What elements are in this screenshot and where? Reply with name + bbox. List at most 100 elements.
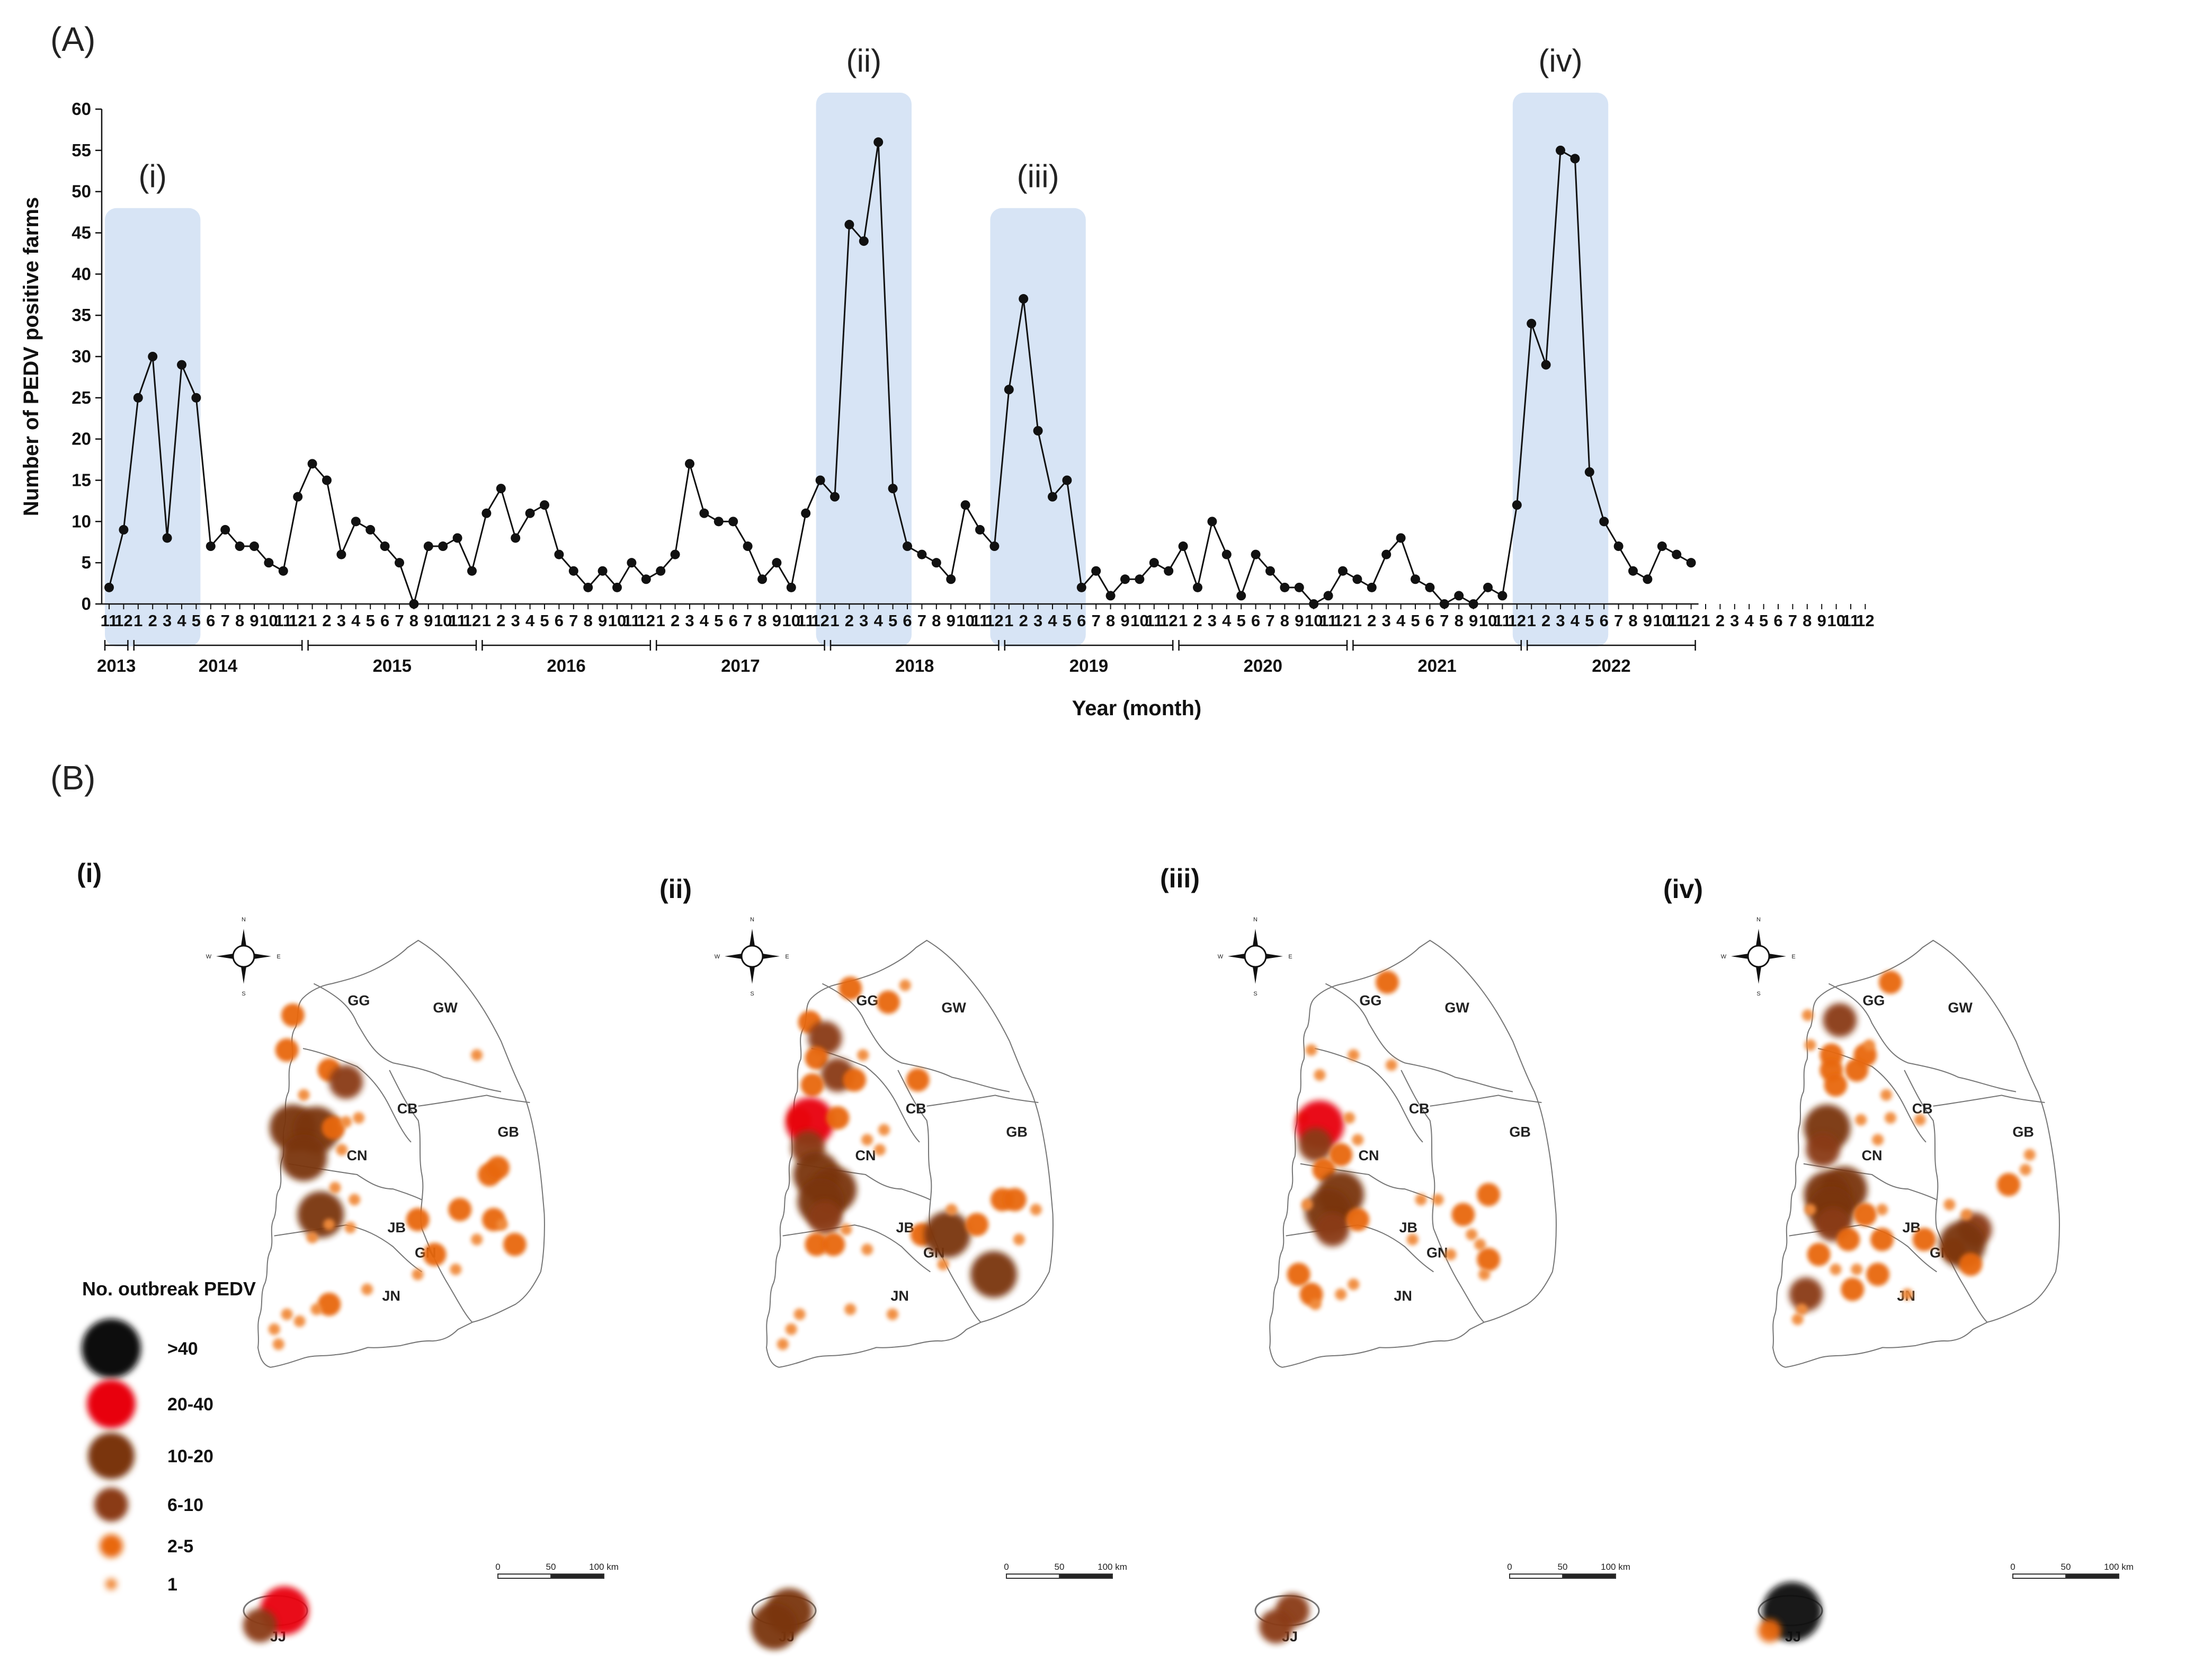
region-label: GW [1444,1000,1469,1016]
outbreak-dot [317,1292,341,1316]
data-point [1512,500,1522,510]
data-point [1135,574,1145,584]
data-point [452,533,462,543]
month-tick-label: 12 [1856,611,1874,630]
outbreak-dot [297,1191,344,1238]
outbreak-dot [275,1038,299,1062]
month-tick-label: 9 [1643,611,1652,630]
y-tick-label: 50 [72,182,91,201]
outbreak-dot [353,1112,365,1124]
data-point [1483,582,1493,592]
outbreak-dot [1912,1228,1936,1251]
month-tick-label: 11 [1494,611,1511,630]
outbreak-dot [1863,1039,1876,1051]
region-label: CB [1912,1100,1933,1116]
month-tick-label: 1 [482,611,491,630]
outbreak-dot [1451,1203,1475,1226]
legend-label: 10-20 [167,1446,213,1466]
outbreak-dot [1385,1059,1397,1071]
outbreak-dot [1943,1198,1956,1211]
month-tick-label: 1 [1527,611,1536,630]
data-point [1280,582,1290,592]
compass-letter: E [1791,954,1795,960]
data-point [975,525,985,535]
data-point [1541,360,1551,370]
region-label: CB [906,1100,926,1116]
month-tick-label: 12 [1508,611,1526,630]
month-tick-label: 1 [656,611,665,630]
month-tick-label: 6 [1773,611,1782,630]
outbreak-dot [805,1046,828,1070]
outbreak-dot [1836,1228,1860,1251]
outbreak-dot [1444,1248,1457,1260]
outbreak-dot [1807,1242,1831,1266]
legend-swatch [88,1433,135,1479]
data-point [409,599,419,609]
data-point [365,525,376,535]
outbreak-dot [1878,971,1902,994]
data-point [568,566,578,576]
outbreak-dot [844,1303,857,1315]
data-point [1657,541,1667,552]
month-tick-label: 7 [1614,611,1623,630]
data-point [1265,566,1275,576]
month-tick-label: 10 [1130,611,1148,630]
outbreak-dot [496,1219,508,1231]
compass-letter: W [715,954,720,960]
y-tick-label: 5 [82,553,91,572]
region-label: GB [497,1124,519,1140]
month-tick-label: 2 [148,611,157,630]
month-tick-label: 7 [743,611,752,630]
outbreak-dot [1804,1039,1816,1051]
data-point [1367,582,1377,592]
month-tick-label: 12 [1682,611,1700,630]
region-label: GW [941,1000,966,1016]
outbreak-dot [822,1232,845,1256]
data-point [322,475,332,485]
y-tick-label: 35 [72,305,91,325]
month-tick-label: 1 [830,611,839,630]
data-point [220,525,230,535]
data-point [1164,566,1174,576]
month-tick-label: 11 [1145,611,1163,630]
compass-center [1244,945,1267,968]
data-point [597,566,608,576]
region-label: JB [1399,1220,1418,1235]
month-tick-label: 12 [463,611,481,630]
month-tick-label: 5 [540,611,549,630]
outbreak-dot [1851,1264,1863,1276]
month-tick-label: 8 [584,611,593,630]
compass-letter: E [1288,954,1292,960]
month-tick-label: 6 [1425,611,1434,630]
outbreak-dot [293,1315,306,1327]
data-point [641,574,651,584]
month-tick-label: 11 [1842,611,1860,630]
month-tick-label: 5 [192,611,201,630]
outbreak-dot [1997,1173,2021,1197]
legend-label: 2-5 [167,1536,193,1557]
month-tick-label: 12 [289,611,307,630]
outbreak-dot [268,1323,280,1335]
data-point [540,500,549,510]
compass-rose-icon: N W E S [206,917,281,997]
outbreak-dot [1315,1212,1350,1247]
data-point [1454,591,1464,601]
month-tick-label: 10 [1827,611,1845,630]
outbreak-dot [861,1134,873,1146]
outbreak-dot [840,1223,852,1235]
outbreak-dot [344,1221,356,1233]
month-tick-label: 1 [1701,611,1710,630]
outbreak-dot [281,1308,293,1320]
outbreak-dot [1796,1303,1808,1315]
month-tick-label: 11 [1668,611,1685,630]
legend-swatch [82,1319,141,1378]
month-tick-label: 2 [1367,611,1376,630]
compass-rose-icon: N W E S [715,917,789,997]
outbreak-period-label: (iv) [1538,43,1582,78]
compass-letter: W [206,954,212,960]
data-point [554,549,564,559]
month-tick-label: 12 [811,611,829,630]
month-tick-label: 2 [1716,611,1725,630]
